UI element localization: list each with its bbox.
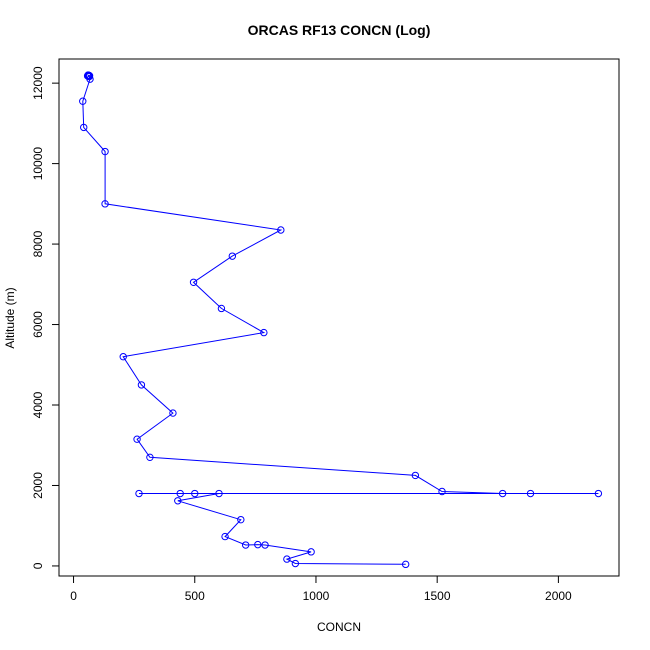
data-point	[526, 489, 535, 498]
data-point	[277, 226, 285, 234]
data-point	[217, 304, 226, 313]
data-point	[237, 515, 245, 524]
x-tick-label: 1000	[303, 589, 330, 603]
data-point	[254, 540, 262, 549]
data-point	[291, 559, 300, 568]
data-point	[119, 353, 127, 361]
data-point	[283, 555, 291, 563]
data-point	[215, 489, 223, 498]
data-point	[498, 489, 507, 498]
data-point	[438, 487, 446, 496]
data-point	[307, 548, 315, 556]
data-point	[137, 381, 146, 389]
y-tick-label: 12000	[31, 66, 45, 100]
data-point	[594, 489, 603, 498]
data-point	[411, 471, 420, 480]
x-axis-label: CONCN	[317, 620, 361, 634]
series-layer	[79, 71, 603, 569]
data-point	[189, 278, 198, 286]
data-point	[135, 489, 143, 498]
x-axis: 0 500 1000 1500 2000	[70, 575, 572, 603]
data-point	[221, 532, 229, 541]
y-tick-label: 6000	[31, 311, 45, 338]
x-tick-label: 0	[70, 589, 77, 603]
data-point	[241, 541, 250, 549]
data-point	[169, 409, 177, 417]
data-point	[401, 560, 410, 569]
x-tick-label: 500	[185, 589, 205, 603]
data-point	[176, 489, 184, 498]
plot-frame	[58, 58, 620, 577]
y-tick-label: 10000	[31, 147, 45, 181]
y-tick-label: 0	[31, 562, 45, 569]
data-point	[146, 453, 154, 462]
data-point	[86, 75, 94, 83]
data-point	[133, 435, 141, 443]
y-axis-label: Altitude (m)	[3, 287, 17, 348]
data-point	[101, 200, 109, 208]
y-tick-label: 2000	[31, 472, 45, 499]
x-tick-label: 2000	[545, 589, 572, 603]
data-point	[261, 541, 269, 549]
data-point	[80, 123, 88, 132]
x-tick-label: 1500	[424, 589, 451, 603]
series-line	[82, 74, 599, 565]
data-point	[260, 328, 268, 337]
data-point	[174, 497, 182, 505]
data-point	[101, 147, 109, 156]
data-point	[228, 252, 237, 260]
data-point	[191, 489, 199, 498]
y-tick-label: 4000	[31, 391, 45, 418]
data-point	[79, 97, 87, 105]
chart-title: ORCAS RF13 CONCN (Log)	[248, 22, 431, 38]
y-axis: 0 2000 4000 6000 8000 10000 12000	[31, 66, 60, 569]
y-tick-label: 8000	[31, 230, 45, 257]
